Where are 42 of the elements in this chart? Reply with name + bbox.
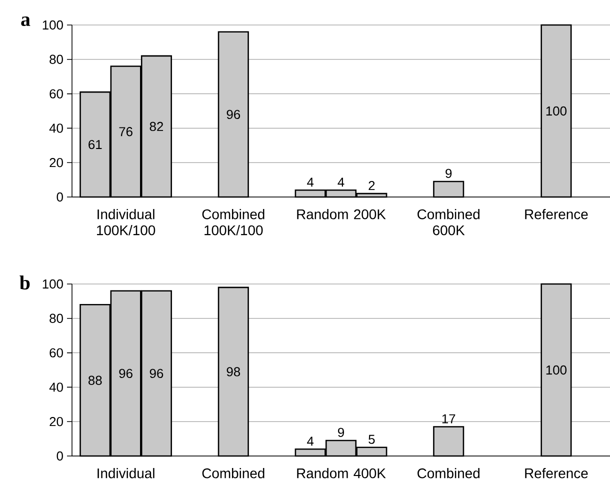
y-tick-label: 80 — [50, 54, 63, 64]
data-label: 100 — [546, 365, 567, 375]
x-tick-label: Random 400K — [297, 468, 386, 478]
data-label: 4 — [307, 436, 314, 446]
data-label: 96 — [150, 368, 164, 378]
x-tick-label: Individual 100K/100 — [97, 209, 156, 236]
data-label: 76 — [119, 127, 132, 136]
data-label: 98 — [226, 367, 240, 376]
data-label: 4 — [307, 178, 314, 187]
y-tick-label: 20 — [50, 417, 63, 426]
y-tick-label: 100 — [42, 20, 63, 30]
x-tick-label: Reference — [525, 468, 588, 478]
data-label: 2 — [368, 180, 375, 190]
x-tick-label: Reference — [525, 209, 588, 220]
y-tick-label: 20 — [50, 158, 63, 168]
data-label: 9 — [446, 168, 452, 178]
data-label: 17 — [442, 414, 456, 424]
data-label: 4 — [338, 178, 344, 187]
data-label: 9 — [338, 428, 344, 437]
data-label: 5 — [368, 434, 375, 444]
data-label: 82 — [150, 122, 164, 132]
y-tick-label: 0 — [56, 451, 63, 461]
data-label: 96 — [226, 110, 240, 120]
chart-title: b — [20, 276, 30, 290]
y-tick-label: 40 — [49, 382, 63, 392]
y-tick-label: 60 — [50, 348, 63, 358]
y-tick-label: 100 — [42, 279, 63, 289]
x-tick-label: Combined — [418, 468, 480, 478]
y-tick-label: 0 — [56, 192, 63, 202]
data-label: 88 — [88, 376, 102, 385]
data-label: 96 — [119, 368, 132, 378]
x-tick-label: Combined 600K — [418, 209, 480, 236]
y-tick-label: 40 — [49, 124, 63, 133]
x-tick-label: Combined — [202, 468, 264, 478]
data-label: 100 — [546, 106, 567, 116]
x-tick-label: Combined 100K/100 — [202, 209, 264, 236]
x-tick-label: Individual — [98, 468, 154, 478]
chart-title: a — [21, 16, 30, 26]
y-tick-label: 60 — [50, 89, 63, 98]
y-tick-label: 80 — [50, 314, 63, 323]
x-tick-label: Random 200K — [297, 209, 386, 220]
data-label: 61 — [88, 140, 102, 150]
